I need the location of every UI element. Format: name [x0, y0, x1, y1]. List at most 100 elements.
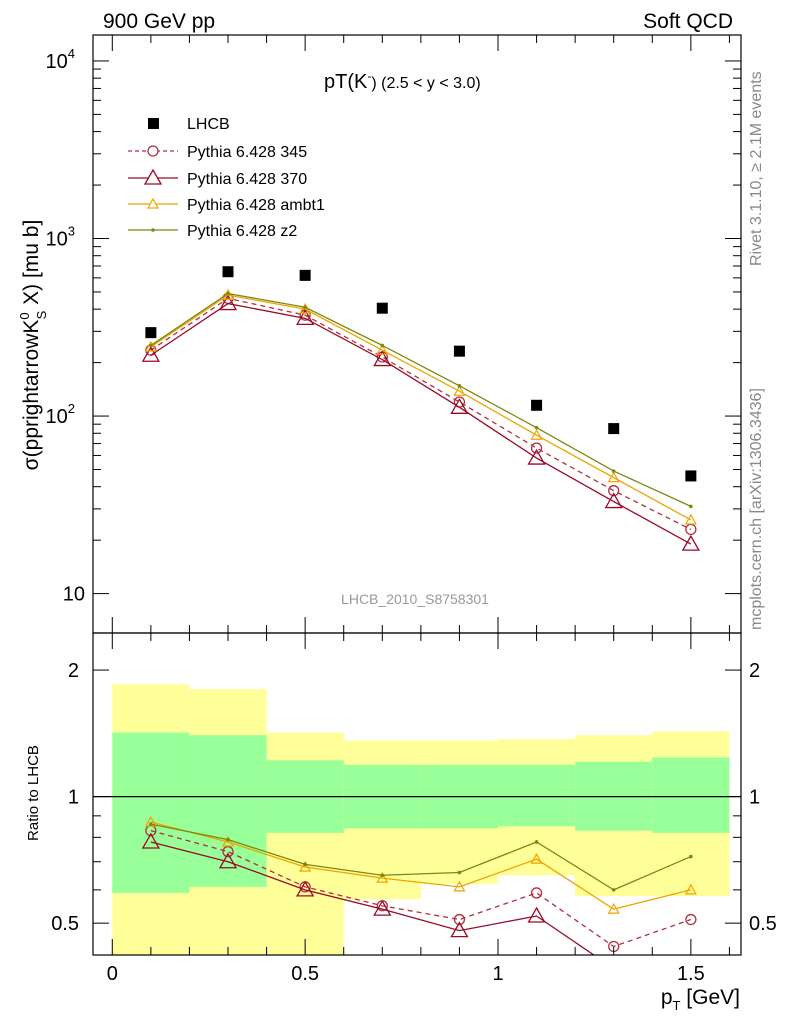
x-tick-label: 1.5: [677, 963, 705, 985]
legend-marker-circle: [147, 145, 159, 157]
ratio-axis-ticks: 0.5 0.5 1 1 2 2 0 0.5 1 1.5: [51, 633, 777, 985]
ratio-point-pythia-6-428-z2-5: [534, 840, 539, 844]
data-point-pythia-6-428-ambt1-5: [530, 428, 543, 440]
y-tick-label: 104: [46, 46, 75, 73]
series-line-pythia-6-428-370: [150, 302, 692, 545]
data-point-pythia-6-428-ambt1-3: [376, 343, 389, 355]
data-point-pythia-6-428-345-5: [530, 442, 543, 454]
data-point-pythia-6-428-370-6: [604, 492, 623, 509]
series-line-pythia-6-428-z2: [150, 292, 692, 507]
legend-item-pythia-370: Pythia 6.428 370: [128, 168, 307, 188]
ratio-point-pythia-6-428-370-2: [296, 880, 315, 897]
ratio-point-pythia-6-428-345-4: [453, 913, 466, 926]
data-point-pythia-6-428-370-0: [141, 345, 160, 362]
legend-marker-square: [148, 118, 159, 129]
ratio-point-pythia-6-428-370-0: [141, 832, 160, 849]
x-axis-label-sub: T: [673, 998, 681, 1013]
data-point-pythia-6-428-z2-1: [226, 291, 230, 296]
data-point-pythia-6-428-370-4: [450, 398, 469, 414]
ratio-point-pythia-6-428-ambt1-0: [144, 815, 157, 827]
ratio-y-tick-label-left: 1: [68, 787, 79, 809]
ratio-point-pythia-6-428-z2-0: [149, 822, 153, 826]
data-point-lhcb-4: [453, 345, 465, 357]
data-point-pythia-6-428-ambt1-4: [453, 384, 466, 396]
legend: LHCB Pythia 6.428 345 Pythia 6.428 370 P…: [128, 116, 325, 240]
main-ylabel-a: σ(pprightarrowK: [20, 320, 43, 471]
ratio-point-pythia-6-428-370-4: [450, 921, 469, 938]
ratio-y-tick-label-right: 2: [749, 660, 760, 682]
legend-marker-triangle: [143, 168, 163, 185]
data-point-lhcb-2: [299, 269, 311, 281]
data-point-pythia-6-428-ambt1-6: [607, 471, 620, 483]
ratio-point-pythia-6-428-z2-4: [457, 870, 462, 875]
legend-item-lhcb: LHCB: [148, 116, 230, 133]
header-right: Soft QCD: [643, 10, 733, 33]
rivet-label: Rivet 3.1.10, ≥ 2.1M events: [748, 71, 765, 266]
ratio-panel: 0.5 0.5 1 1 2 2 0 0.5 1 1.5 Ratio to LHCB pT [GeV…: [25, 632, 777, 1013]
ratio-point-pythia-6-428-ambt1-7: [684, 883, 697, 895]
series-line-pythia-6-428-ambt1: [150, 294, 692, 521]
ratio-frame: [92, 632, 742, 956]
data-point-lhcb-6: [608, 423, 620, 435]
y-tick-label: 10: [63, 584, 85, 606]
band-stat-bin-0: [112, 732, 190, 893]
legend-marker-small-triangle: [146, 197, 160, 209]
ratio-point-pythia-6-428-z2-3: [380, 873, 385, 878]
data-point-pythia-6-428-370-1: [218, 294, 238, 311]
x-axis-label-unit: [GeV]: [680, 986, 740, 1009]
ratio-point-pythia-6-428-z2-6: [611, 888, 616, 892]
data-point-lhcb-5: [531, 399, 543, 411]
data-point-pythia-6-428-z2-5: [534, 425, 539, 430]
ratio-series-group: [93, 684, 741, 975]
data-point-pythia-6-428-370-7: [681, 534, 700, 551]
main-ylabel: σ(pprightarrowK0 S X) [mu b]: [17, 220, 49, 471]
data-point-pythia-6-428-z2-0: [149, 343, 153, 348]
mcplots-label: mcplots.cern.ch [arXiv:1306.3436]: [748, 388, 765, 630]
ratio-point-pythia-6-428-z2-7: [689, 854, 693, 859]
ratio-point-pythia-6-428-370-6: [606, 961, 622, 975]
main-title-main: pT(K: [324, 71, 368, 93]
data-point-lhcb-0: [145, 327, 157, 339]
data-point-pythia-6-428-ambt1-7: [684, 513, 697, 525]
ratio-point-pythia-6-428-ambt1-3: [376, 871, 389, 883]
band-stat-bin-5: [498, 764, 576, 827]
data-point-pythia-6-428-z2-4: [457, 384, 462, 388]
legend-marker-dot: [151, 228, 155, 232]
y-tick-label: 102: [46, 401, 75, 428]
data-point-pythia-6-428-z2-2: [303, 305, 307, 310]
data-point-pythia-6-428-370-3: [373, 350, 392, 367]
data-point-lhcb-3: [376, 302, 388, 314]
ratio-point-pythia-6-428-345-1: [222, 845, 234, 858]
ratio-point-pythia-6-428-ambt1-4: [453, 880, 466, 892]
ratio-ylabel: Ratio to LHCB: [25, 745, 42, 841]
legend-label-lhcb: LHCB: [187, 116, 230, 133]
analysis-watermark: LHCB_2010_S8758301: [341, 591, 489, 607]
main-axis-ticks: 10 102 103 104: [46, 35, 741, 633]
ratio-point-pythia-6-428-ambt1-5: [530, 852, 543, 864]
legend-item-pythia-ambt1: Pythia 6.428 ambt1: [128, 197, 325, 214]
ratio-line-pythia-6-428-z2: [150, 823, 692, 891]
x-tick-label: 1: [492, 963, 503, 985]
ratio-line-pythia-6-428-345: [150, 830, 692, 948]
x-axis-label: pT [GeV]: [661, 986, 740, 1013]
main-series-group: [141, 266, 700, 551]
y-tick-label: 103: [46, 224, 75, 251]
legend-label-370: Pythia 6.428 370: [187, 171, 307, 188]
ratio-y-tick-label-right: 1: [749, 787, 760, 809]
ratio-y-tick-label-right: 0.5: [749, 913, 777, 935]
legend-label-z2: Pythia 6.428 z2: [187, 223, 297, 240]
main-plot-area: [141, 266, 700, 551]
data-point-pythia-6-428-370-2: [296, 309, 315, 326]
ratio-point-pythia-6-428-z2-2: [303, 862, 307, 867]
ratio-y-tick-label-left: 0.5: [51, 913, 79, 935]
ratio-line-pythia-6-428-370: [150, 841, 595, 955]
data-point-pythia-6-428-z2-7: [689, 504, 693, 509]
ratio-plot-area: [93, 684, 741, 975]
main-title-sup: -: [367, 69, 371, 83]
legend-item-pythia-z2: Pythia 6.428 z2: [128, 223, 297, 240]
data-point-pythia-6-428-z2-6: [611, 469, 616, 473]
main-title: pT(K-) (2.5 < y < 3.0): [324, 69, 481, 93]
legend-label-345: Pythia 6.428 345: [187, 144, 307, 161]
ratio-point-pythia-6-428-370-1: [218, 852, 238, 869]
